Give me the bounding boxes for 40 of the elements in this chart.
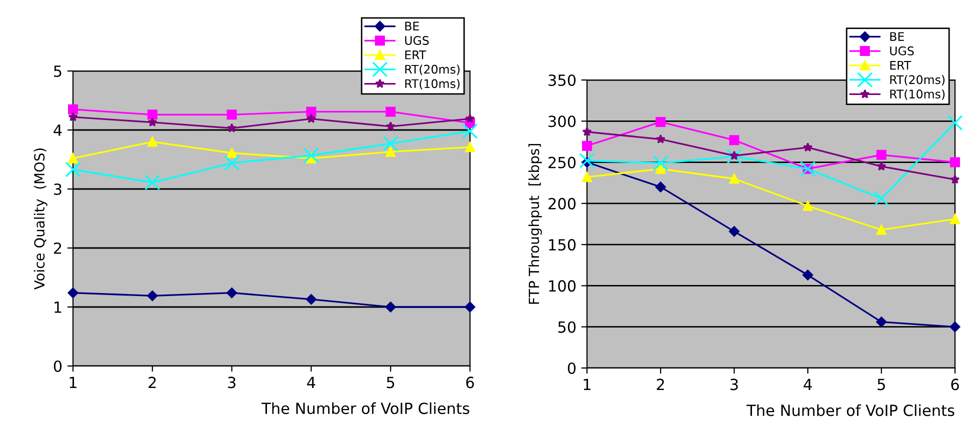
y-tick-label: 0 [54,360,62,372]
x-tick-label: 4 [307,376,316,388]
x-tick-label: 3 [228,376,236,388]
y-tick-label: 200 [548,198,576,210]
y-axis-title: FTP Throughput [kbps] [528,144,542,304]
y-tick-label: 2 [54,242,62,254]
y-tick-label: 1 [54,302,62,313]
legend-label: RT(20ms) [890,74,945,86]
legend-label: ERT [405,50,426,60]
x-axis-title: The Number of VoIP Clients [261,402,470,414]
legend-label: ERT [890,60,912,70]
x-tick-label: 6 [466,376,474,388]
y-tick-label: 50 [558,321,576,333]
x-tick-label: 5 [386,376,394,388]
x-tick-label: 5 [878,378,885,390]
x-tick-label: 6 [951,378,959,390]
y-tick-label: 350 [548,74,576,86]
y-tick-label: 100 [549,280,576,292]
y-tick-label: 5 [54,66,62,78]
y-tick-label: 250 [548,156,576,168]
y-tick-label: 3 [54,183,62,196]
x-tick-label: 3 [730,378,738,390]
y-tick-label: 0 [568,362,576,374]
x-tick-label: 4 [804,378,812,390]
x-tick-label: 1 [70,376,76,388]
legend-label: RT(20ms) [405,64,460,76]
x-tick-label: 2 [148,376,156,388]
x-tick-label: 1 [584,378,590,390]
legend-label: UGS [405,36,429,45]
y-tick-label: 300 [548,116,576,128]
y-tick-label: 150 [549,239,576,251]
y-tick-label: 4 [54,124,62,136]
y-axis-title: Voice Quality (MOS) [34,148,48,290]
legend-label: RT(10ms) [405,78,460,90]
legend-label: UGS [890,46,914,56]
legend-label: BE [890,32,904,41]
legend-label: RT(10ms) [890,89,945,100]
legend-label: BE [405,22,419,30]
x-tick-label: 2 [656,378,664,390]
x-axis-title: The Number of VoIP Clients [746,404,954,416]
